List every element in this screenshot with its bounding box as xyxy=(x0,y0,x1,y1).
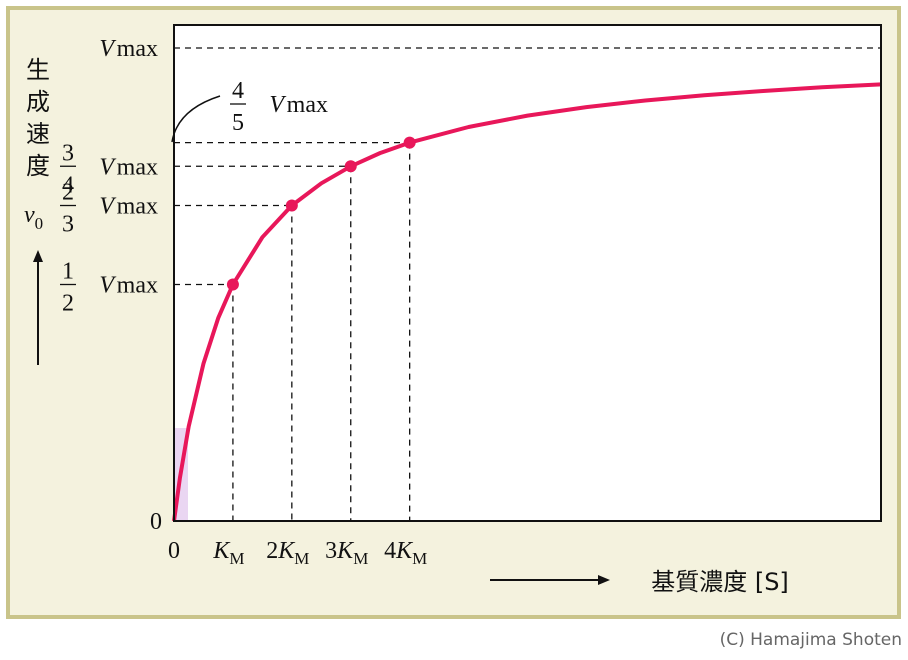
x-arrow-head xyxy=(598,575,610,585)
tick-coef: 3 xyxy=(325,538,337,564)
y-axis-symbol: v0 xyxy=(24,202,43,233)
label-sub: max xyxy=(117,36,158,62)
label-num: 3 xyxy=(62,140,74,166)
label-den: 3 xyxy=(62,212,74,238)
tick-sub: M xyxy=(353,549,368,568)
y-tick-label: 0 xyxy=(150,509,162,535)
symbol-var: v xyxy=(24,202,35,228)
point xyxy=(403,136,416,149)
label-sub: max xyxy=(117,194,158,220)
label-den: 4 xyxy=(62,172,74,198)
x-tick-label: 0 xyxy=(168,538,180,564)
label-den: 2 xyxy=(62,291,74,317)
label-num: 2 xyxy=(62,180,74,206)
point xyxy=(285,199,298,212)
label-var: V xyxy=(99,154,116,180)
label-num: 4 xyxy=(232,78,244,104)
label-var: V xyxy=(269,92,286,118)
curve xyxy=(172,82,882,522)
y-axis-label-char: 度 xyxy=(26,152,50,180)
tick-var: K xyxy=(395,538,414,564)
label-var: V xyxy=(99,36,116,62)
x-tick-label: 2KM xyxy=(266,538,309,568)
x-axis-label: 基質濃度 [S] xyxy=(651,568,789,596)
tick-sub: M xyxy=(294,549,309,568)
y-arrow-head xyxy=(33,250,43,262)
label-sub: max xyxy=(287,92,328,118)
label-num: 1 xyxy=(62,259,74,285)
tick-sub: M xyxy=(412,549,427,568)
credit: (C) Hamajima Shoten xyxy=(720,630,902,650)
tick-sub: M xyxy=(229,549,244,568)
symbol-sub: 0 xyxy=(35,214,44,233)
point xyxy=(226,278,239,291)
label-sub: max xyxy=(117,154,158,180)
y-axis-label-char: 生 xyxy=(26,56,50,84)
tick-var: K xyxy=(277,538,296,564)
tick-var: K xyxy=(336,538,355,564)
label-var: V xyxy=(99,273,116,299)
label-den: 5 xyxy=(232,110,244,136)
tick-var: K xyxy=(212,538,231,564)
x-tick-label: KM xyxy=(212,538,244,568)
tick-coef: 2 xyxy=(266,538,278,564)
x-tick-label: 3KM xyxy=(325,538,368,568)
point xyxy=(344,160,357,173)
y-axis-label-char: 速 xyxy=(26,120,50,148)
label-var: V xyxy=(99,194,116,220)
plot-border xyxy=(173,24,882,522)
tick-coef: 4 xyxy=(384,538,396,564)
y-axis-label-char: 成 xyxy=(26,88,50,116)
x-tick-label: 4KM xyxy=(384,538,427,568)
label-sub: max xyxy=(117,273,158,299)
